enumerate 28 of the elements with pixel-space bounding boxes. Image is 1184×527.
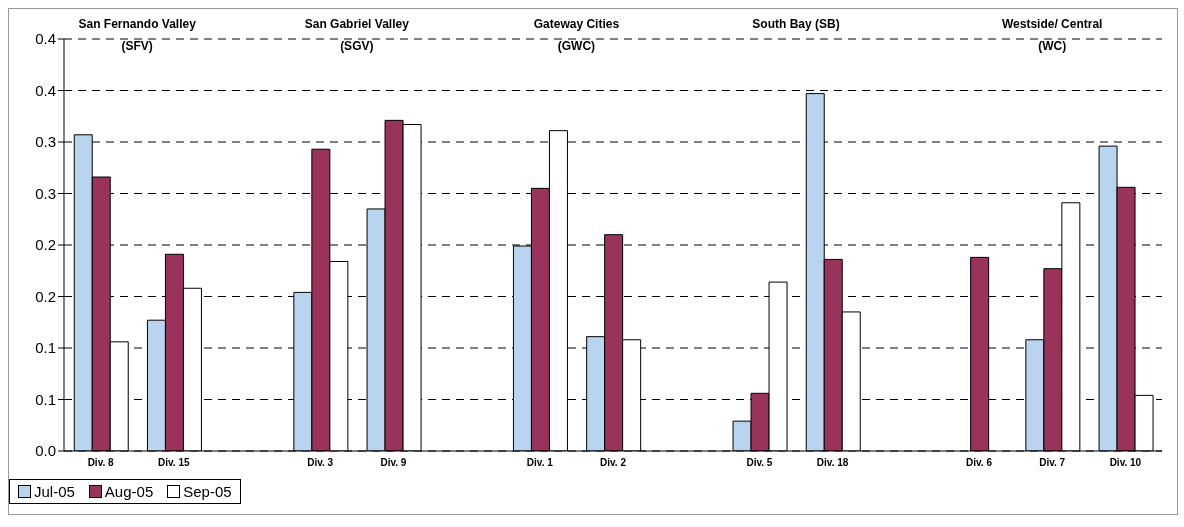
x-tick-label: Div. 15: [158, 457, 190, 469]
annotation: San Fernando Valley (SFV): [78, 17, 196, 53]
x-tick-label: Div. 18: [816, 457, 849, 469]
y-tick-label: 0.3: [35, 184, 56, 202]
x-tick-label: Div. 10: [1109, 457, 1142, 469]
annotation: San Gabriel Valley (SGV): [303, 16, 410, 55]
x-tick-label: Div. 6: [966, 457, 993, 469]
y-tick-label: 0.1: [35, 390, 56, 408]
legend-label: Sep-05: [182, 483, 232, 500]
annotation: Gateway Cities (GWC): [532, 16, 621, 55]
x-tick-label: Div. 2: [600, 457, 627, 469]
x-tick-label: Div. 1: [526, 457, 554, 469]
y-tick-label: 0.2: [35, 236, 56, 254]
text: South Bay (SB): [751, 16, 841, 33]
x-tick-label: Div. 8: [87, 457, 115, 469]
y-tick-label: 0.0: [35, 442, 56, 460]
x-tick-label: Div. 3: [307, 457, 334, 469]
y-tick-label: 0.2: [35, 287, 56, 305]
x-tick-label: Div. 9: [380, 457, 407, 469]
y-tick-label: 0.1: [35, 339, 56, 357]
annotation: Westside/ Central (WC): [1000, 16, 1104, 55]
x-tick-label: Div. 7: [1039, 457, 1066, 469]
legend-label: Aug-05: [103, 483, 154, 500]
x-tick-label: Div. 5: [746, 457, 773, 469]
y-tick-label: 0.3: [35, 133, 56, 151]
y-tick-label: 0.4: [35, 30, 56, 48]
y-tick-label: 0.4: [35, 81, 56, 99]
legend-label: Jul-05: [33, 483, 75, 500]
